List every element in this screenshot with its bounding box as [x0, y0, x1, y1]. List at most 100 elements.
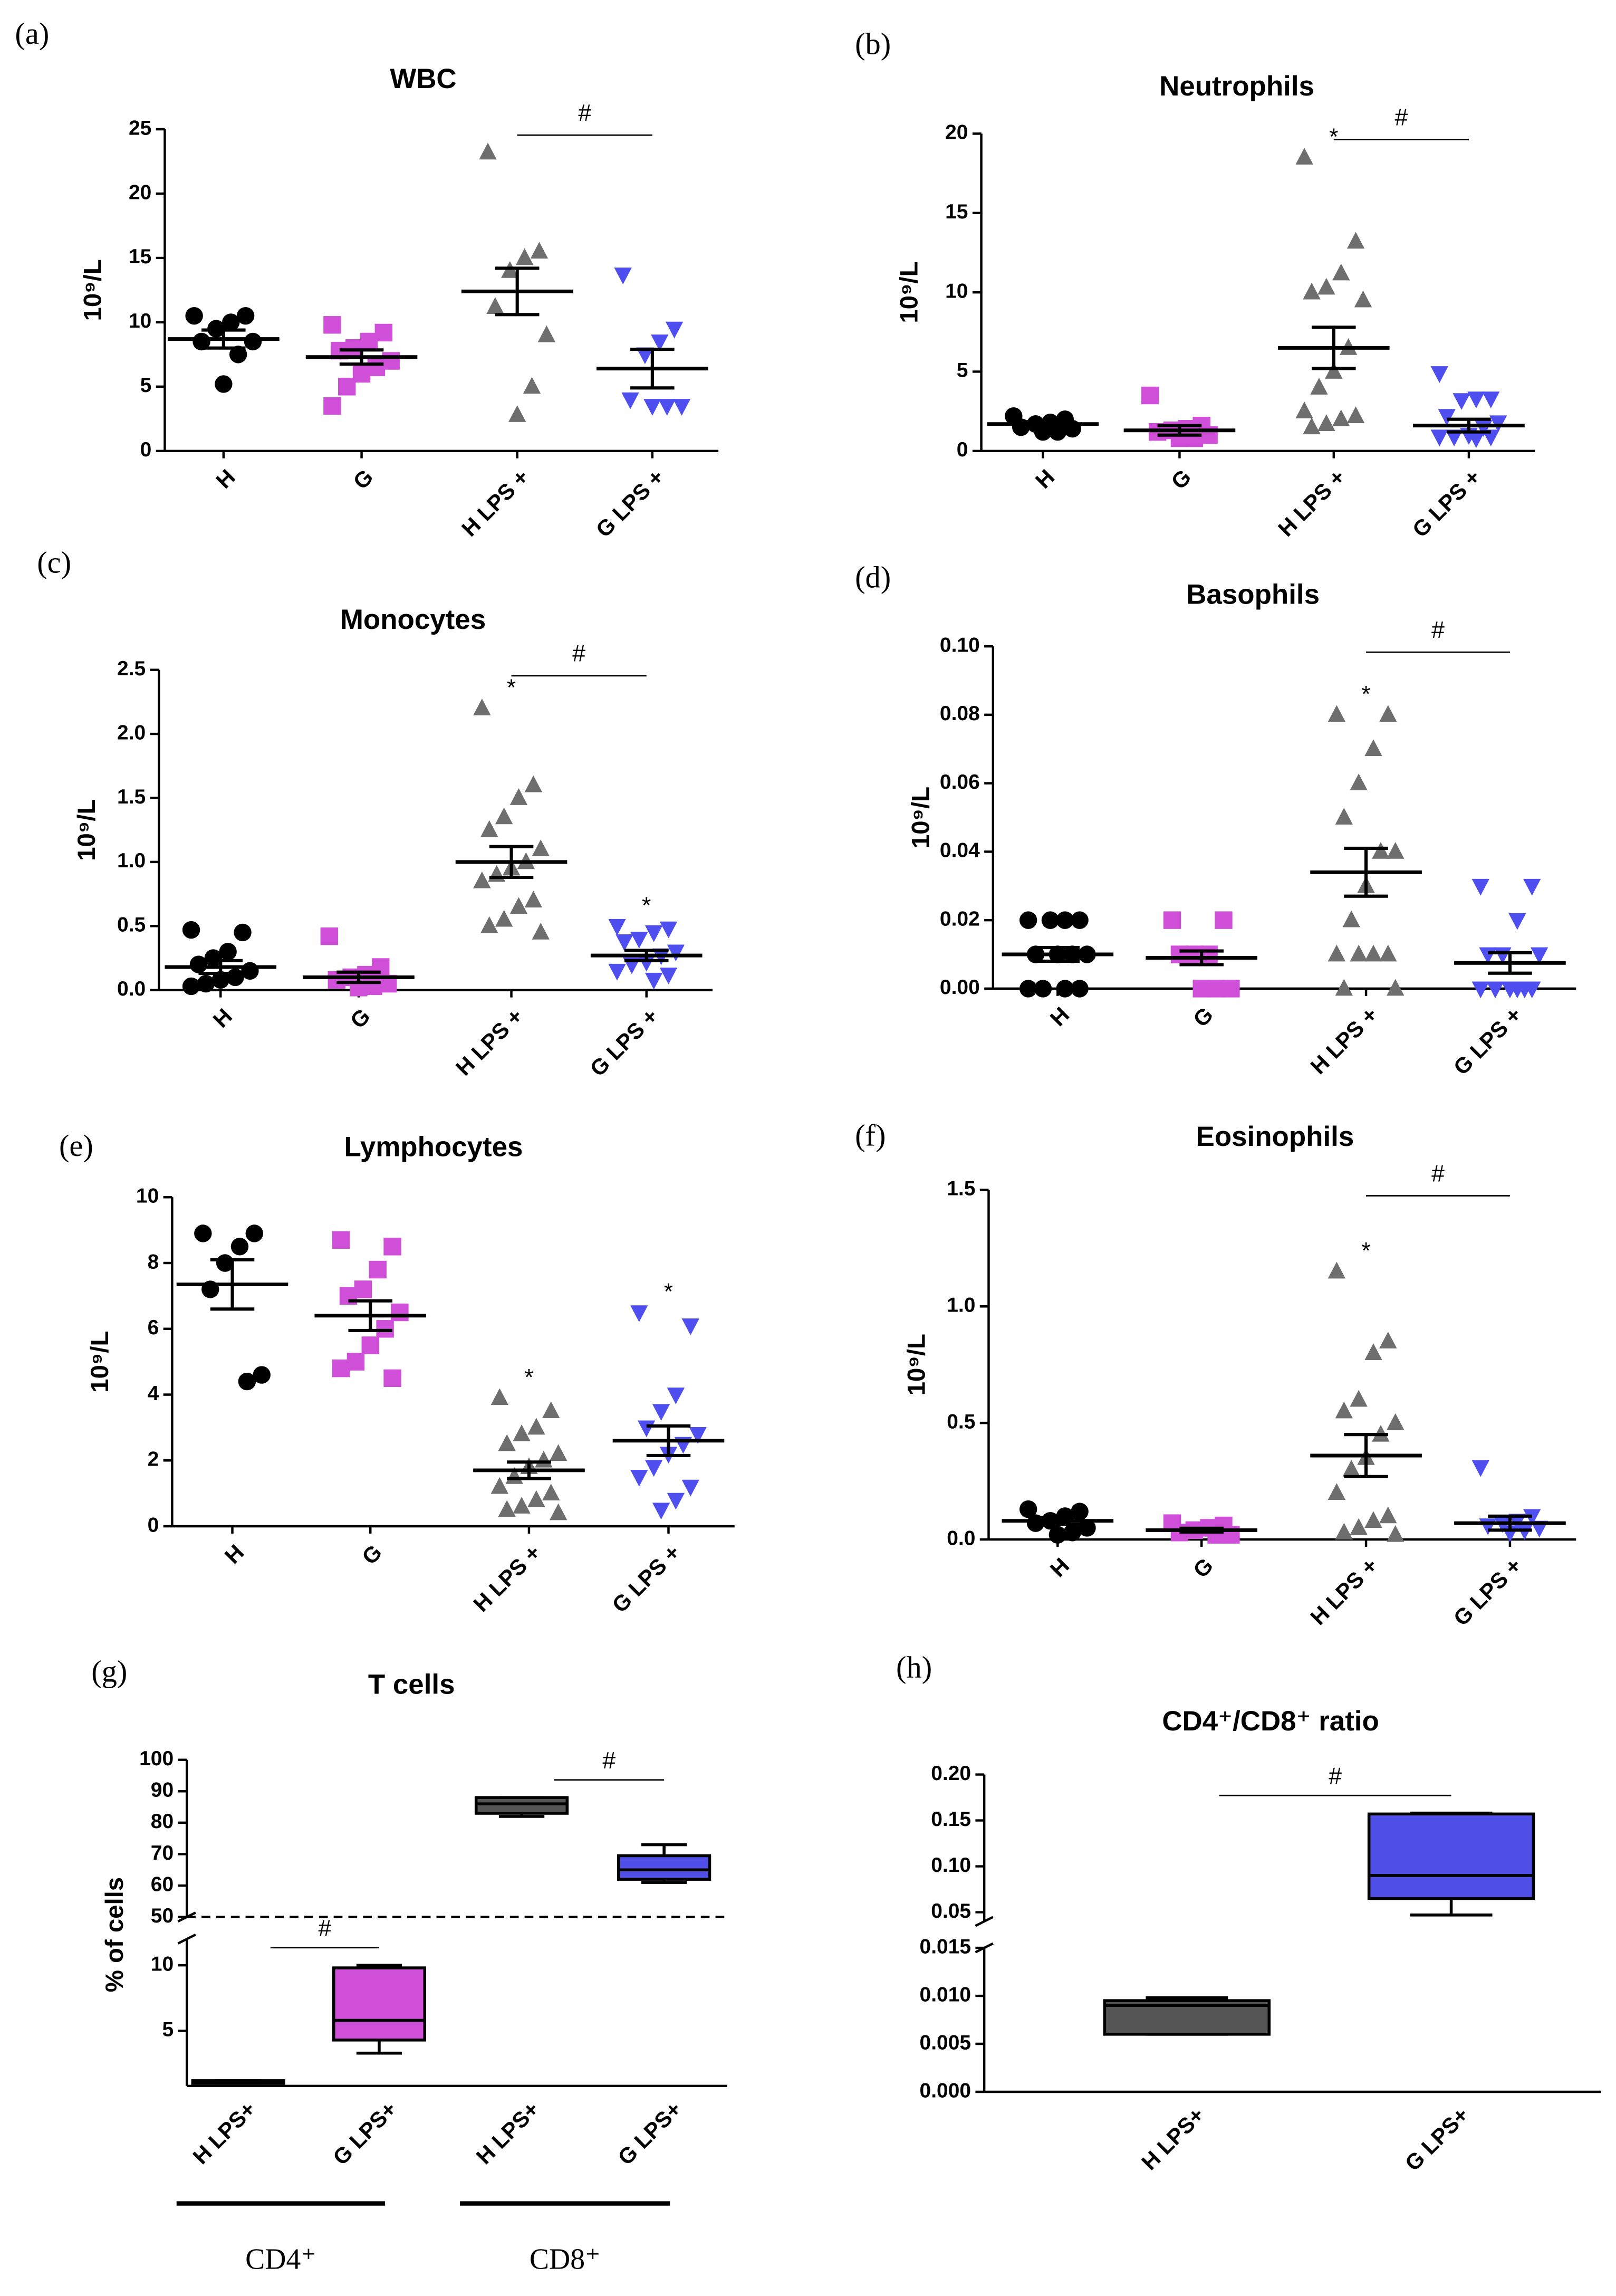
y-tick-label: 10 — [136, 1185, 159, 1208]
error-bar — [1021, 420, 1065, 428]
y-tick-label: 25 — [129, 117, 151, 139]
data-point — [530, 242, 549, 259]
y-tick-label: 2 — [148, 1448, 159, 1471]
data-point — [1328, 1483, 1346, 1500]
data-point — [332, 1359, 350, 1377]
box — [617, 1854, 711, 1881]
data-point — [1215, 911, 1233, 929]
data-point — [1523, 981, 1541, 999]
y-tick-label: 0.5 — [117, 914, 146, 936]
y-tick-label: 60 — [151, 1873, 174, 1896]
data-point — [1350, 773, 1368, 791]
error-bar — [507, 1460, 551, 1480]
data-point — [1508, 913, 1526, 930]
data-point — [1328, 1261, 1346, 1279]
whisker-low — [1410, 1898, 1493, 1917]
error-bar — [1488, 1514, 1532, 1532]
data-point — [1335, 1401, 1353, 1419]
data-point — [1364, 1511, 1382, 1528]
y-tick-label: 80 — [151, 1810, 174, 1833]
data-point — [498, 1434, 516, 1451]
y-tick-label: 8 — [148, 1250, 159, 1273]
data-point — [383, 1238, 401, 1256]
significance-star: * — [507, 675, 516, 701]
data-point — [1056, 980, 1074, 998]
data-point — [636, 347, 654, 365]
data-point — [1489, 415, 1507, 433]
y-tick-label: 1.5 — [117, 786, 146, 808]
data-point — [645, 1460, 663, 1477]
group-label: CD4⁺ — [245, 2243, 316, 2276]
data-point — [608, 963, 626, 981]
data-point — [480, 916, 498, 933]
data-point — [652, 1503, 670, 1520]
data-point — [1508, 981, 1526, 999]
y-tick-label: 1.0 — [947, 1294, 975, 1317]
data-point — [1471, 1460, 1489, 1477]
data-point — [1071, 980, 1089, 998]
data-point — [513, 1497, 531, 1514]
data-point — [524, 775, 543, 792]
error-bar — [210, 1258, 255, 1311]
error-bar — [1179, 1526, 1224, 1534]
data-point — [230, 1238, 249, 1256]
data-point — [1482, 391, 1500, 408]
y-tick-label: 0.10 — [940, 634, 980, 656]
data-point — [532, 839, 550, 856]
data-point — [630, 1305, 648, 1322]
y-tick-label: 10 — [945, 280, 968, 302]
data-point — [1310, 378, 1328, 395]
data-point — [1379, 1506, 1397, 1524]
data-point — [608, 919, 626, 936]
data-point — [323, 316, 341, 334]
data-point — [1350, 1518, 1368, 1535]
y-axis-label: 10⁹/L — [86, 1331, 114, 1393]
data-point — [479, 142, 497, 160]
data-point — [643, 399, 661, 416]
significance-mark: # — [1329, 1764, 1342, 1790]
data-point — [509, 897, 528, 914]
data-point — [480, 820, 498, 837]
error-bar — [339, 348, 384, 366]
data-point — [1328, 705, 1346, 722]
error-bar — [1179, 949, 1224, 967]
data-point — [473, 871, 491, 888]
data-point — [185, 307, 203, 325]
data-point — [338, 378, 356, 396]
panel-label: (c) — [37, 545, 71, 579]
error-bar — [198, 959, 243, 975]
data-point — [549, 1444, 567, 1461]
chart-title: Eosinophils — [1196, 1121, 1354, 1152]
data-point — [189, 955, 208, 973]
data-point — [672, 399, 691, 416]
y-tick-label: 10 — [129, 310, 151, 332]
panel-label: (e) — [59, 1128, 93, 1163]
data-point — [1332, 263, 1350, 281]
data-point — [1019, 980, 1037, 998]
y-tick-label: 0.20 — [931, 1762, 971, 1785]
panel-label: (f) — [855, 1118, 886, 1152]
data-point — [236, 307, 255, 325]
chart-title: Monocytes — [340, 604, 486, 635]
significance-mark: # — [1395, 104, 1408, 130]
data-point — [1471, 878, 1489, 896]
data-point — [1387, 1413, 1405, 1430]
significance-mark: # — [1431, 617, 1445, 643]
box — [474, 1796, 569, 1815]
data-point — [1332, 409, 1350, 427]
significance-star: * — [1361, 681, 1370, 707]
data-point — [681, 1318, 699, 1335]
data-point — [652, 1404, 670, 1421]
data-point — [1034, 980, 1052, 998]
y-tick-label: 2.0 — [117, 721, 146, 744]
data-point — [197, 974, 215, 993]
data-point — [238, 1372, 256, 1391]
data-point — [215, 375, 233, 393]
data-point — [1335, 1523, 1353, 1540]
data-point — [1430, 366, 1448, 383]
data-point — [1078, 1519, 1096, 1537]
data-point — [630, 932, 648, 949]
data-point — [1350, 944, 1368, 962]
whisker-low — [356, 2040, 402, 2055]
